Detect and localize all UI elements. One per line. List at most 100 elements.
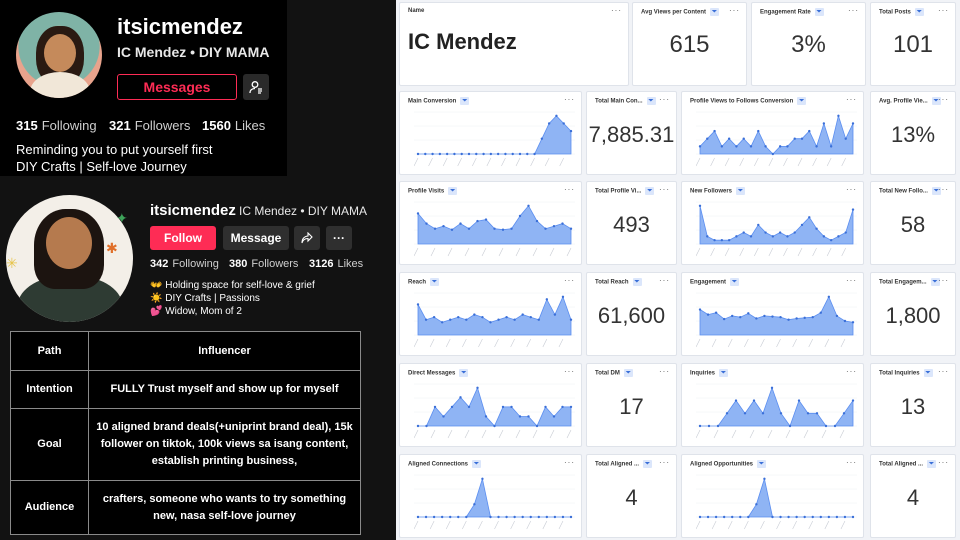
data-point[interactable] [822, 122, 826, 125]
data-point[interactable] [561, 405, 564, 409]
data-point[interactable] [725, 412, 729, 415]
data-point[interactable] [540, 137, 544, 140]
data-point[interactable] [465, 318, 468, 321]
data-point[interactable] [778, 231, 782, 234]
data-point[interactable] [764, 231, 767, 234]
data-point[interactable] [518, 214, 522, 218]
avatar[interactable] [6, 195, 133, 322]
data-point[interactable] [416, 152, 420, 156]
more-options-icon[interactable]: ··· [564, 276, 575, 285]
more-options-icon[interactable]: ··· [938, 458, 949, 467]
data-point[interactable] [743, 412, 747, 415]
data-point[interactable] [819, 311, 822, 314]
data-point[interactable] [438, 152, 442, 156]
data-point[interactable] [734, 399, 738, 402]
data-point[interactable] [771, 515, 774, 519]
filter-icon[interactable]: ⏷ [757, 460, 766, 468]
data-point[interactable] [440, 515, 444, 519]
more-options-icon[interactable]: ··· [659, 185, 670, 194]
data-point[interactable] [806, 412, 810, 415]
data-point[interactable] [752, 399, 756, 402]
data-point[interactable] [449, 318, 452, 321]
data-point[interactable] [803, 316, 806, 320]
data-point[interactable] [739, 315, 742, 319]
total-card[interactable]: Avg. Profile Vie... ⏷ ··· 13% [870, 91, 956, 175]
data-point[interactable] [547, 122, 551, 125]
data-point[interactable] [779, 412, 783, 415]
data-point[interactable] [489, 321, 492, 324]
filter-icon[interactable]: ⏷ [927, 460, 936, 468]
filter-icon[interactable]: ⏷ [736, 187, 746, 195]
followers-stat[interactable]: 380 Followers [229, 258, 299, 270]
data-point[interactable] [432, 315, 436, 319]
more-options-icon[interactable]: ··· [659, 95, 670, 104]
data-point[interactable] [533, 152, 536, 156]
data-point[interactable] [787, 318, 790, 321]
data-point[interactable] [771, 152, 775, 156]
data-point[interactable] [521, 313, 524, 316]
data-point[interactable] [800, 137, 804, 140]
data-point[interactable] [843, 515, 847, 519]
data-point[interactable] [450, 228, 454, 231]
chart-card[interactable]: Direct Messages ⏷ ··· [399, 363, 582, 447]
data-point[interactable] [467, 227, 471, 230]
data-point[interactable] [755, 503, 758, 506]
data-point[interactable] [706, 137, 709, 140]
name-card[interactable]: Name ··· IC Mendez [399, 2, 629, 86]
data-point[interactable] [504, 152, 507, 156]
data-point[interactable] [755, 317, 758, 320]
filter-icon[interactable]: ⏷ [448, 187, 458, 195]
filter-icon[interactable]: ⏷ [710, 8, 720, 16]
data-point[interactable] [811, 515, 814, 519]
filter-icon[interactable]: ⏷ [646, 97, 656, 105]
chart-card[interactable]: Inquiries ⏷ ··· [681, 363, 864, 447]
data-point[interactable] [510, 405, 513, 409]
more-options-icon[interactable]: ··· [846, 185, 857, 194]
chart-card[interactable]: Aligned Connections ⏷ ··· [399, 454, 582, 538]
data-point[interactable] [829, 238, 833, 242]
message-button[interactable]: Message [223, 226, 289, 250]
data-point[interactable] [416, 515, 420, 519]
data-point[interactable] [511, 152, 514, 156]
data-point[interactable] [467, 152, 471, 156]
data-point[interactable] [793, 137, 796, 140]
data-point[interactable] [827, 295, 831, 299]
data-point[interactable] [786, 145, 789, 148]
data-point[interactable] [731, 314, 734, 318]
more-options-icon[interactable]: ··· [564, 185, 575, 194]
data-point[interactable] [481, 315, 484, 319]
data-point[interactable] [501, 228, 505, 231]
data-point[interactable] [829, 145, 833, 148]
data-point[interactable] [843, 319, 847, 323]
data-point[interactable] [811, 315, 814, 319]
more-options-icon[interactable]: ··· [846, 276, 857, 285]
more-options-icon[interactable]: ··· [659, 458, 670, 467]
data-point[interactable] [742, 231, 745, 234]
more-options-icon[interactable]: ··· [848, 6, 859, 15]
followers-stat[interactable]: 321 Followers [109, 118, 191, 133]
data-point[interactable] [735, 235, 738, 238]
avatar[interactable] [16, 12, 102, 98]
more-options-icon[interactable]: ··· [729, 6, 740, 15]
data-point[interactable] [706, 313, 710, 316]
more-options-icon[interactable]: ··· [564, 458, 575, 467]
data-point[interactable] [764, 145, 767, 148]
data-point[interactable] [450, 405, 454, 409]
data-point[interactable] [561, 295, 565, 299]
data-point[interactable] [467, 405, 471, 409]
data-point[interactable] [489, 152, 493, 156]
kpi-card[interactable]: Engagement Rate ⏷ ··· 3% [751, 2, 866, 86]
data-point[interactable] [698, 145, 702, 148]
data-point[interactable] [513, 318, 516, 321]
data-point[interactable] [497, 515, 500, 519]
filter-icon[interactable]: ⏷ [797, 97, 807, 105]
data-point[interactable] [779, 515, 782, 519]
filter-icon[interactable]: ⏷ [643, 460, 652, 468]
more-options-icon[interactable]: ··· [938, 95, 949, 104]
data-point[interactable] [763, 477, 766, 481]
follow-user-icon[interactable] [243, 74, 269, 100]
data-point[interactable] [518, 415, 522, 418]
data-point[interactable] [457, 515, 460, 519]
data-point[interactable] [739, 515, 742, 519]
following-stat[interactable]: 342 Following [150, 258, 219, 270]
